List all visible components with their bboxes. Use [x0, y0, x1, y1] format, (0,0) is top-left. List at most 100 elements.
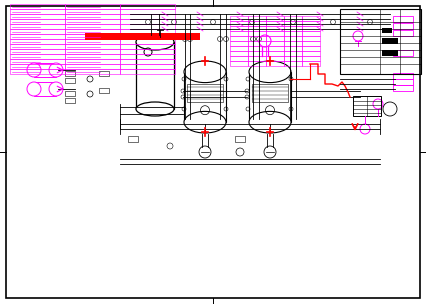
- Bar: [65, 49, 120, 54]
- Bar: [65, 39, 120, 44]
- Bar: [230, 46, 248, 51]
- Bar: [248, 61, 266, 66]
- Bar: [187, 84, 223, 102]
- Bar: [266, 41, 284, 46]
- Bar: [120, 24, 175, 29]
- Bar: [230, 41, 248, 46]
- Bar: [10, 44, 65, 49]
- Bar: [65, 64, 120, 69]
- Bar: [65, 9, 120, 14]
- Bar: [266, 61, 284, 66]
- Bar: [10, 29, 65, 34]
- Bar: [382, 50, 398, 56]
- Bar: [230, 21, 248, 26]
- Bar: [85, 33, 200, 40]
- Bar: [266, 21, 284, 26]
- Bar: [120, 39, 175, 44]
- Bar: [284, 21, 302, 26]
- Bar: [136, 42, 174, 109]
- Bar: [230, 56, 248, 61]
- Bar: [230, 61, 248, 66]
- Bar: [248, 51, 266, 56]
- Bar: [393, 23, 413, 29]
- Bar: [65, 29, 120, 34]
- Bar: [34, 82, 56, 96]
- Bar: [120, 29, 175, 34]
- Bar: [393, 30, 413, 36]
- Bar: [120, 59, 175, 64]
- Bar: [230, 31, 248, 36]
- Bar: [302, 26, 320, 31]
- Bar: [120, 69, 175, 74]
- Bar: [128, 136, 138, 142]
- Ellipse shape: [249, 111, 291, 133]
- Bar: [65, 78, 75, 83]
- Bar: [284, 46, 302, 51]
- Bar: [235, 136, 245, 142]
- Bar: [393, 50, 413, 56]
- Ellipse shape: [27, 63, 41, 77]
- Bar: [252, 84, 288, 102]
- Bar: [302, 41, 320, 46]
- Bar: [266, 16, 284, 21]
- Bar: [340, 9, 421, 74]
- Bar: [10, 64, 65, 69]
- Ellipse shape: [49, 63, 63, 77]
- Bar: [302, 56, 320, 61]
- Bar: [248, 16, 266, 21]
- Bar: [10, 69, 65, 74]
- Bar: [65, 44, 120, 49]
- Bar: [120, 54, 175, 59]
- Ellipse shape: [49, 82, 63, 96]
- Bar: [284, 61, 302, 66]
- Bar: [120, 64, 175, 69]
- Bar: [10, 4, 65, 9]
- Bar: [65, 54, 120, 59]
- Bar: [302, 61, 320, 66]
- Bar: [230, 16, 248, 21]
- Bar: [65, 59, 120, 64]
- Ellipse shape: [136, 102, 174, 116]
- Bar: [10, 39, 65, 44]
- Bar: [65, 24, 120, 29]
- Ellipse shape: [184, 111, 226, 133]
- Bar: [353, 96, 381, 116]
- Bar: [10, 24, 65, 29]
- Bar: [65, 91, 75, 96]
- Bar: [248, 46, 266, 51]
- Bar: [10, 34, 65, 39]
- Bar: [248, 21, 266, 26]
- Bar: [248, 31, 266, 36]
- Bar: [230, 36, 248, 41]
- Bar: [65, 34, 120, 39]
- Bar: [248, 26, 266, 31]
- Bar: [120, 44, 175, 49]
- Bar: [382, 38, 398, 44]
- Bar: [266, 46, 284, 51]
- Ellipse shape: [249, 61, 291, 83]
- Bar: [382, 28, 392, 33]
- Ellipse shape: [136, 34, 174, 50]
- Bar: [284, 26, 302, 31]
- Bar: [184, 72, 226, 122]
- Bar: [266, 31, 284, 36]
- Bar: [302, 36, 320, 41]
- Bar: [393, 85, 413, 91]
- Bar: [99, 88, 109, 93]
- Bar: [120, 19, 175, 24]
- Bar: [99, 71, 109, 76]
- Bar: [10, 14, 65, 19]
- Bar: [230, 51, 248, 56]
- Bar: [393, 73, 413, 79]
- Bar: [302, 46, 320, 51]
- Bar: [302, 16, 320, 21]
- Bar: [10, 49, 65, 54]
- Bar: [65, 19, 120, 24]
- Bar: [284, 51, 302, 56]
- Bar: [302, 31, 320, 36]
- Bar: [284, 56, 302, 61]
- Bar: [120, 14, 175, 19]
- Bar: [65, 4, 120, 9]
- Bar: [230, 26, 248, 31]
- Bar: [248, 41, 266, 46]
